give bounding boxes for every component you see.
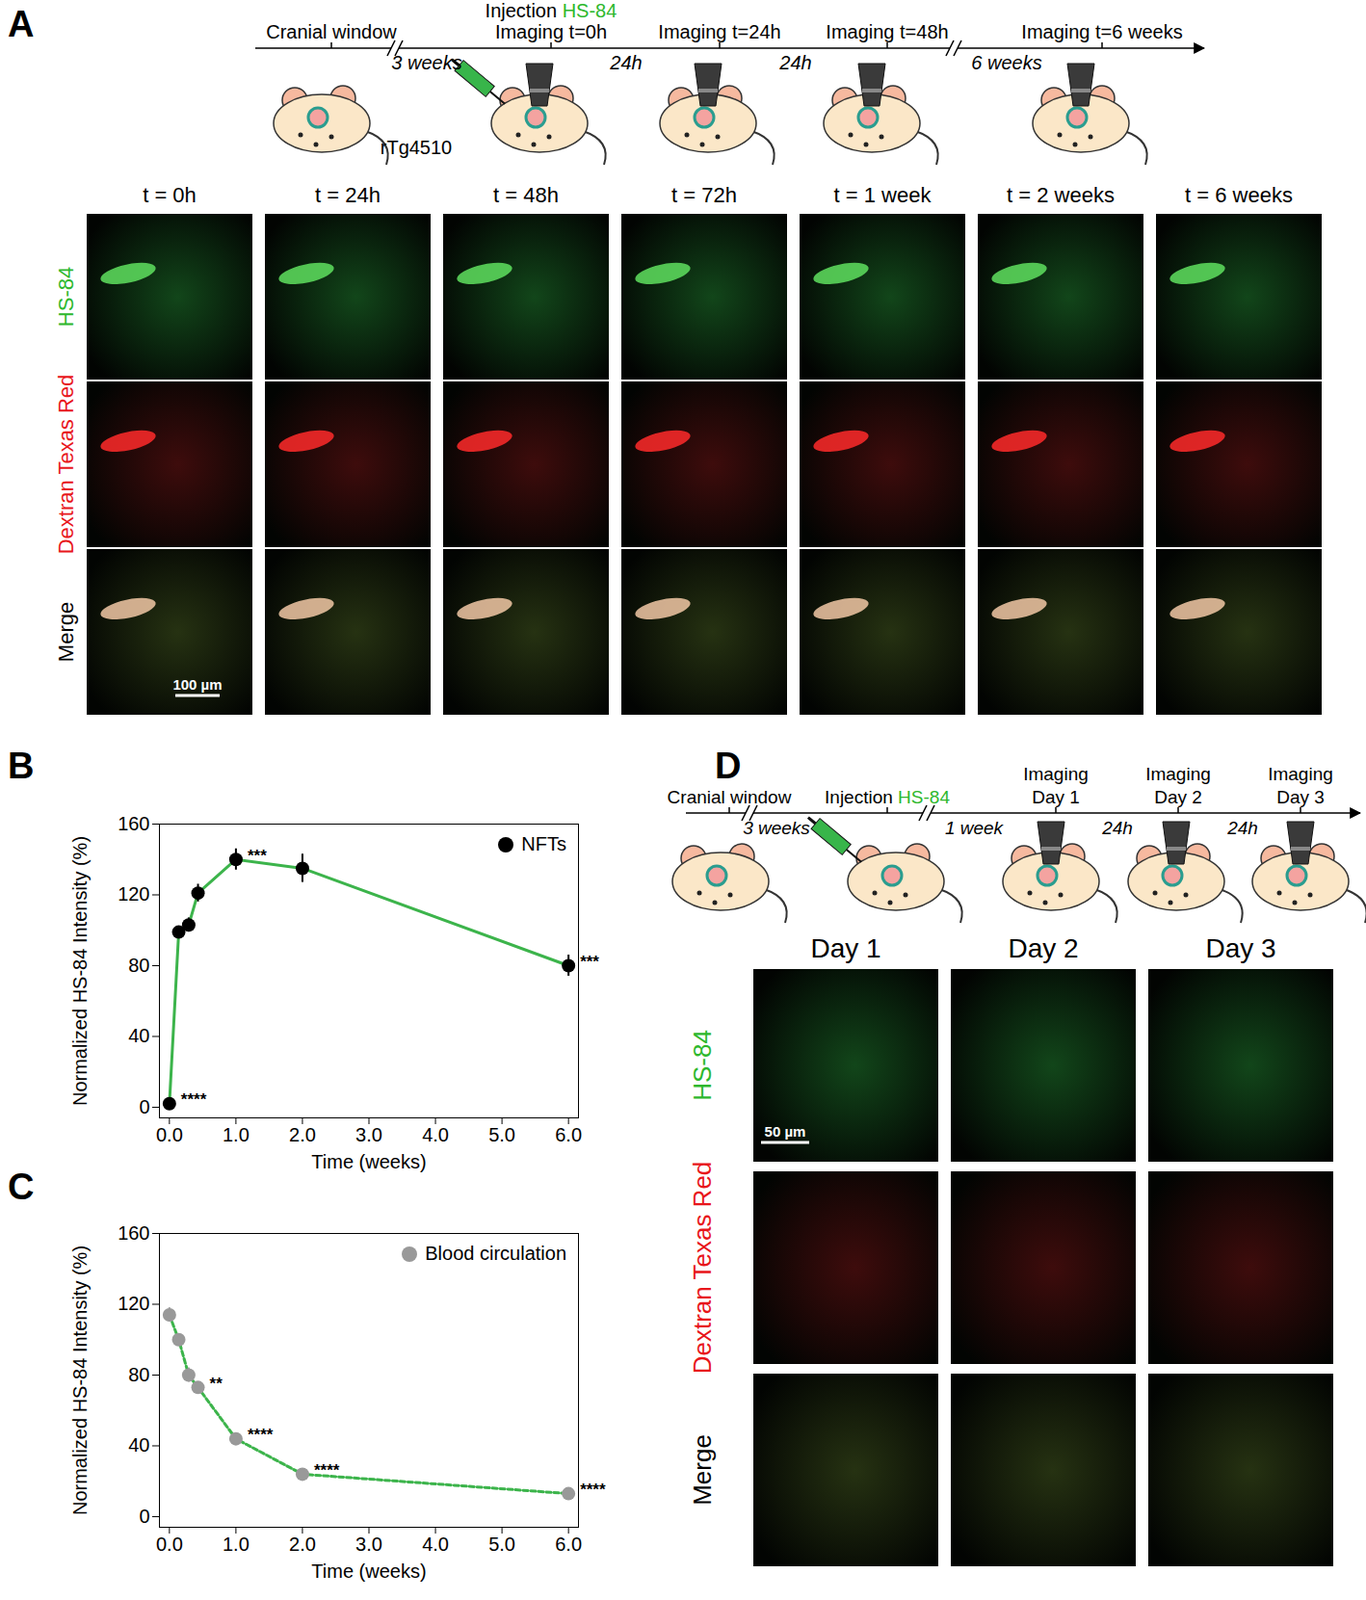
svg-text:Imaging: Imaging: [1023, 763, 1089, 785]
svg-text:50 µm: 50 µm: [764, 1123, 807, 1140]
svg-text:t = 2 weeks: t = 2 weeks: [1006, 183, 1115, 208]
html-text:Blood circulation: Blood circulation: [425, 1242, 567, 1264]
svg-text:80: 80: [128, 954, 150, 976]
svg-text:Day 1: Day 1: [810, 933, 881, 964]
svg-text:HS-84: HS-84: [53, 266, 79, 327]
svg-text:100 µm: 100 µm: [172, 676, 222, 693]
svg-text:Merge: Merge: [687, 1434, 717, 1506]
svg-text:Normalized HS-84 Intensity (%): Normalized HS-84 Intensity (%): [69, 836, 91, 1106]
svg-text:Imaging t=0h: Imaging t=0h: [495, 21, 607, 43]
svg-text:Injection HS-84: Injection HS-84: [824, 787, 950, 808]
svg-text:3.0: 3.0: [355, 1533, 383, 1555]
svg-text:6 weeks: 6 weeks: [971, 52, 1042, 74]
svg-text:Day 1: Day 1: [1031, 787, 1080, 808]
svg-text:t = 24h: t = 24h: [315, 183, 381, 208]
svg-text:24h: 24h: [1226, 817, 1259, 839]
svg-text:0: 0: [138, 1096, 150, 1118]
svg-text:Time (weeks): Time (weeks): [311, 1560, 426, 1582]
html-text:NFTs: NFTs: [521, 833, 567, 855]
svg-text:HS-84: HS-84: [687, 1029, 717, 1102]
svg-text:Imaging t=6 weeks: Imaging t=6 weeks: [1021, 21, 1183, 43]
svg-text:160: 160: [117, 1222, 150, 1244]
svg-text:6.0: 6.0: [554, 1124, 582, 1146]
svg-text:****: ****: [579, 1480, 606, 1499]
svg-text:t = 48h: t = 48h: [493, 183, 559, 208]
svg-text:4.0: 4.0: [421, 1533, 449, 1555]
svg-text:Merge: Merge: [53, 602, 79, 662]
svg-text:D: D: [714, 745, 741, 787]
svg-text:Imaging: Imaging: [1145, 763, 1211, 785]
svg-text:4.0: 4.0: [421, 1124, 449, 1146]
svg-text:Imaging t=48h: Imaging t=48h: [825, 21, 948, 43]
svg-text:B: B: [7, 745, 34, 787]
svg-text:A: A: [7, 3, 34, 45]
svg-text:Cranial window: Cranial window: [265, 21, 397, 43]
svg-text:Day 2: Day 2: [1154, 787, 1203, 808]
svg-text:****: ****: [314, 1461, 341, 1480]
svg-text:rTg4510: rTg4510: [380, 136, 453, 158]
svg-text:Normalized HS-84 Intensity (%): Normalized HS-84 Intensity (%): [69, 1245, 91, 1516]
svg-text:t = 1 week: t = 1 week: [834, 183, 933, 208]
svg-text:120: 120: [117, 883, 150, 905]
svg-text:40: 40: [128, 1024, 150, 1047]
svg-text:t = 6 weeks: t = 6 weeks: [1184, 183, 1293, 208]
svg-text:6.0: 6.0: [554, 1533, 582, 1555]
svg-text:24h: 24h: [1101, 817, 1133, 839]
svg-text:****: ****: [247, 1425, 274, 1445]
svg-text:t = 0h: t = 0h: [142, 183, 197, 208]
svg-text:0.0: 0.0: [156, 1533, 184, 1555]
svg-text:2.0: 2.0: [288, 1124, 316, 1146]
svg-text:****: ****: [181, 1090, 208, 1109]
svg-text:**: **: [210, 1374, 224, 1393]
svg-text:3 weeks: 3 weeks: [391, 52, 462, 74]
svg-text:3 weeks: 3 weeks: [742, 817, 811, 839]
svg-text:***: ***: [579, 952, 600, 972]
svg-text:1.0: 1.0: [222, 1533, 250, 1555]
svg-text:Injection HS-84: Injection HS-84: [485, 0, 618, 22]
svg-text:5.0: 5.0: [488, 1124, 516, 1146]
svg-text:3.0: 3.0: [355, 1124, 383, 1146]
svg-text:***: ***: [247, 846, 267, 866]
svg-text:160: 160: [117, 813, 150, 835]
svg-text:0.0: 0.0: [156, 1124, 184, 1146]
svg-text:Day 3: Day 3: [1205, 933, 1276, 964]
svg-text:Time (weeks): Time (weeks): [311, 1151, 426, 1173]
svg-text:40: 40: [128, 1434, 150, 1456]
svg-text:5.0: 5.0: [488, 1533, 516, 1555]
svg-text:Day 2: Day 2: [1007, 933, 1078, 964]
svg-text:1 week: 1 week: [945, 817, 1005, 839]
svg-text:1.0: 1.0: [222, 1124, 250, 1146]
svg-text:t = 72h: t = 72h: [671, 183, 737, 208]
svg-text:120: 120: [117, 1292, 150, 1314]
svg-text:24h: 24h: [608, 52, 642, 74]
svg-text:Dextran Texas Red: Dextran Texas Red: [53, 374, 79, 555]
svg-text:24h: 24h: [778, 52, 812, 74]
svg-text:Cranial window: Cranial window: [667, 787, 792, 808]
svg-text:2.0: 2.0: [288, 1533, 316, 1555]
svg-text:Imaging t=24h: Imaging t=24h: [657, 21, 781, 43]
svg-text:C: C: [7, 1166, 34, 1208]
svg-text:0: 0: [138, 1505, 150, 1527]
svg-text:80: 80: [128, 1364, 150, 1386]
svg-text:Dextran Texas Red: Dextran Texas Red: [687, 1161, 717, 1375]
svg-text:Day 3: Day 3: [1276, 787, 1325, 808]
svg-text:Imaging: Imaging: [1267, 763, 1334, 785]
